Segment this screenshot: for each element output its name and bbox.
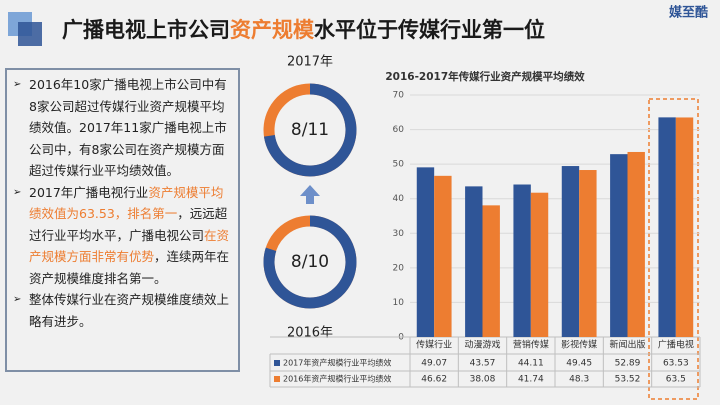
table-value: 49.45 — [566, 359, 592, 369]
donut-arc — [263, 215, 357, 309]
bar — [561, 166, 580, 337]
logo: 媒至酷 — [669, 5, 708, 21]
legend-label: 2017年资产规模行业平均绩效 — [283, 358, 391, 368]
table-value: 41.74 — [518, 375, 544, 385]
y-tick-label: 70 — [393, 91, 405, 101]
bullet: 整体传媒行业在资产规模维度绩效上略有进步。 — [13, 289, 232, 332]
table-value: 38.08 — [470, 375, 496, 385]
title: 广播电视上市公司资产规模水平位于传媒行业第一位 — [62, 18, 545, 42]
highlight-box — [648, 98, 699, 400]
donut-arc — [263, 83, 357, 177]
bar — [530, 192, 549, 337]
bullet-text: 在资产规模方面非常有优势 — [29, 227, 230, 265]
y-tick-label: 50 — [393, 160, 405, 170]
table-value: 63.5 — [666, 375, 686, 385]
table-value: 44.11 — [518, 359, 544, 369]
y-tick-label: 60 — [393, 125, 405, 135]
arrow — [300, 185, 320, 204]
table-value: 49.07 — [421, 359, 447, 369]
bar — [465, 186, 483, 337]
chart-title: 2016-2017年传媒行业资产规模平均绩效 — [385, 70, 585, 83]
bullet-text: 2017年广播电视行业 — [29, 184, 149, 200]
x-tick-label: 营销传媒 — [513, 339, 549, 351]
bar — [675, 117, 694, 337]
table-value: 63.53 — [663, 359, 689, 369]
legend-swatch — [274, 360, 280, 366]
bullet-text: 整体传媒行业在资产规模维度绩效上略有进步。 — [29, 292, 230, 329]
y-tick-label: 20 — [393, 263, 405, 273]
x-tick-label: 传媒行业 — [416, 339, 452, 351]
donut-label: 8/10 — [291, 252, 329, 272]
x-tick-label: 动漫游戏 — [464, 339, 500, 351]
table-value: 52.89 — [615, 359, 641, 369]
bar — [627, 151, 645, 337]
title-part: 水平位于传媒行业第一位 — [314, 18, 545, 42]
y-tick-label: 30 — [393, 229, 405, 239]
bullet: 2016年10家广播电视上市公司中有8家公司超过传媒行业资产规模平均绩效值。20… — [13, 74, 232, 182]
bullet-text: ，连续两年在资产规模维度排名第一。 — [29, 249, 230, 286]
header-icon — [18, 22, 42, 46]
bullet-text: 资产规模平均绩效值为63.53，排名第一 — [29, 184, 224, 222]
donut-label: 8/11 — [291, 120, 329, 140]
x-tick-label: 新闻出版 — [609, 339, 645, 351]
bar — [434, 175, 452, 337]
bullet-text: 2016年10家广播电视上市公司中有8家公司超过传媒行业资产规模平均绩效值。20… — [29, 77, 227, 178]
text-box: 2016年10家广播电视上市公司中有8家公司超过传媒行业资产规模平均绩效值。20… — [5, 68, 240, 372]
bar — [579, 170, 597, 337]
x-tick-label: 影视传媒 — [561, 339, 597, 351]
bar — [416, 167, 435, 337]
title-part: 资产规模 — [230, 18, 315, 42]
title-part: 广播电视上市公司 — [62, 18, 230, 42]
x-tick-label: 广播电视 — [658, 339, 694, 351]
y-tick-label: 40 — [393, 194, 405, 204]
donut-year: 2017年 — [287, 55, 333, 70]
table-value: 48.3 — [569, 375, 589, 385]
table-value: 46.62 — [421, 375, 447, 385]
y-tick-label: 10 — [393, 298, 405, 308]
bar — [482, 205, 500, 337]
donut-year: 2016年 — [287, 326, 333, 341]
bullet-text: ，远远超过行业平均水平，广播电视公司 — [29, 206, 228, 243]
bullet: 2017年广播电视行业资产规模平均绩效值为63.53，排名第一，远远超过行业平均… — [13, 182, 232, 290]
bar — [610, 154, 628, 337]
legend-swatch — [274, 376, 280, 382]
table-value: 53.52 — [615, 375, 641, 385]
bar — [513, 184, 531, 337]
table-value: 43.57 — [470, 359, 496, 369]
legend-label: 2016年资产规模行业平均绩效 — [283, 374, 391, 384]
bar — [658, 117, 676, 338]
